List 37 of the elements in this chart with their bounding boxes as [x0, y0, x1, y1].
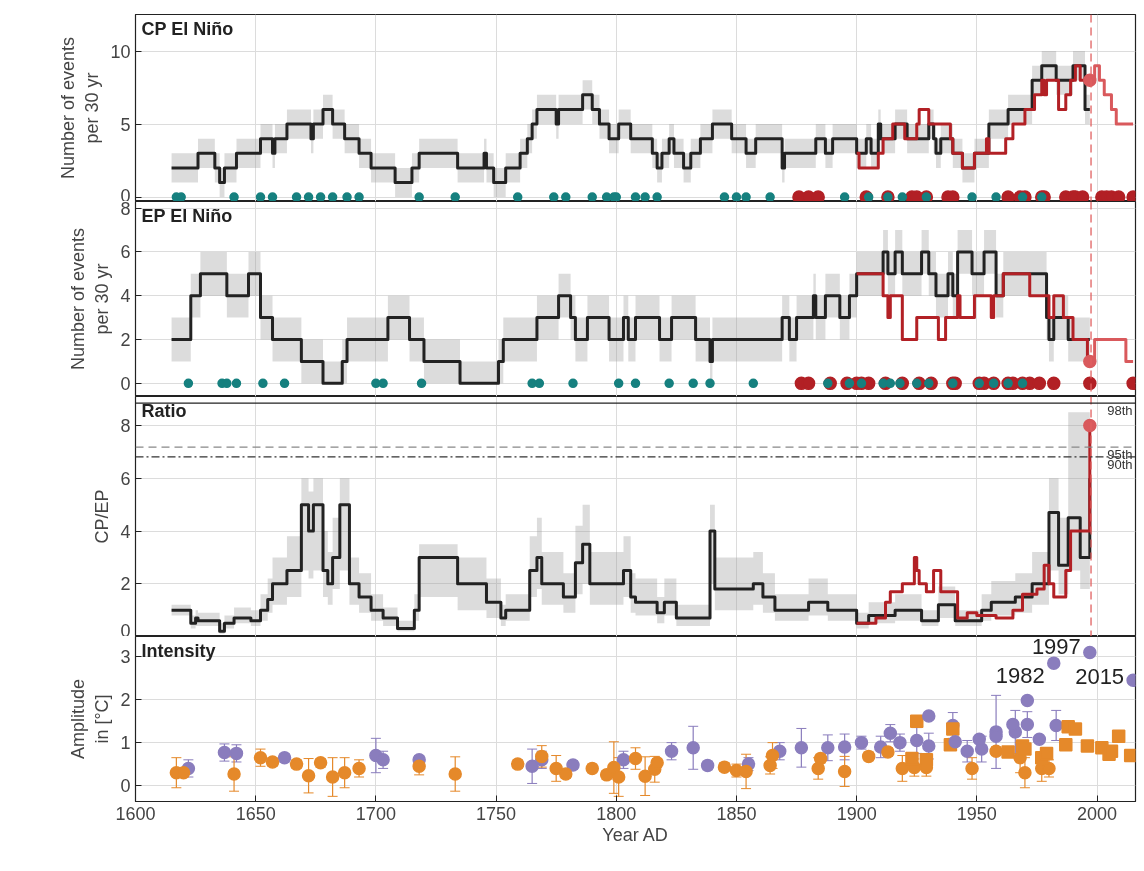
x-tick-label: 1850: [716, 803, 757, 824]
chart-title: CP El Niño: [141, 18, 234, 39]
x-tick-label: 1650: [235, 803, 276, 824]
y-axis-title: Number of events per 30 yr: [68, 227, 113, 371]
y-tick-label: 6: [120, 468, 131, 489]
y-tick-label: 1: [120, 733, 131, 754]
y-tick-label: 8: [120, 416, 131, 437]
x-tick-label: 1950: [956, 803, 997, 824]
y-axis-title: Amplitude in [°C]: [68, 678, 113, 760]
x-tick-label: 1750: [476, 803, 517, 824]
y-tick-label: 0: [120, 373, 131, 394]
y-tick-label: 2: [120, 574, 131, 595]
annotation: 1982: [995, 662, 1045, 688]
annotation: 1997: [1031, 633, 1081, 659]
y-tick-label: 0: [120, 620, 131, 641]
x-tick-label: 2000: [1077, 803, 1118, 824]
x-tick-label: 1800: [596, 803, 637, 824]
x-tick-label: 1600: [115, 803, 156, 824]
x-tick-label: 1700: [355, 803, 396, 824]
y-tick-label: 4: [120, 286, 131, 307]
chart-title: EP El Niño: [141, 205, 233, 226]
chart-title: Ratio: [141, 400, 187, 421]
y-tick-label: 2: [120, 330, 131, 351]
y-tick-label: 3: [120, 647, 131, 668]
y-axis-title: Number of events per 30 yr: [58, 36, 103, 180]
y-tick-label: 6: [120, 242, 131, 263]
y-tick-label: 10: [110, 41, 131, 62]
y-axis-title: CP/EP: [92, 489, 113, 544]
chart-title: Intensity: [141, 640, 216, 661]
y-tick-label: 5: [120, 114, 131, 135]
ref-line-label: 98th: [1107, 403, 1133, 419]
y-tick-label: 4: [120, 521, 131, 542]
y-tick-label: 0: [120, 776, 131, 797]
annotation: 2015: [1075, 663, 1125, 689]
x-axis-title: Year AD: [602, 824, 668, 845]
y-tick-label: 2: [120, 690, 131, 711]
x-tick-label: 1900: [836, 803, 877, 824]
